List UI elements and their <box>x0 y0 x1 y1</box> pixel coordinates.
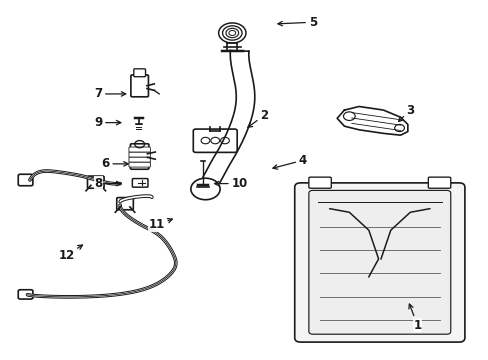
Text: 5: 5 <box>277 16 316 29</box>
FancyBboxPatch shape <box>294 183 464 342</box>
Text: 3: 3 <box>398 104 413 121</box>
Text: 6: 6 <box>101 157 128 170</box>
Text: 1: 1 <box>408 304 421 332</box>
FancyBboxPatch shape <box>131 75 148 97</box>
FancyBboxPatch shape <box>427 177 450 188</box>
FancyBboxPatch shape <box>134 69 145 77</box>
Text: 12: 12 <box>58 245 82 262</box>
FancyBboxPatch shape <box>308 190 450 334</box>
Text: 9: 9 <box>94 116 121 129</box>
FancyBboxPatch shape <box>129 162 150 167</box>
FancyBboxPatch shape <box>129 147 150 152</box>
Text: 11: 11 <box>148 218 172 231</box>
Text: 4: 4 <box>272 154 306 169</box>
FancyBboxPatch shape <box>18 174 33 186</box>
FancyBboxPatch shape <box>130 144 149 169</box>
FancyBboxPatch shape <box>129 152 150 157</box>
FancyBboxPatch shape <box>308 177 330 188</box>
Text: 10: 10 <box>214 177 247 190</box>
FancyBboxPatch shape <box>87 176 104 188</box>
FancyBboxPatch shape <box>132 179 148 187</box>
FancyBboxPatch shape <box>18 290 33 299</box>
FancyBboxPatch shape <box>129 157 150 162</box>
FancyBboxPatch shape <box>117 198 133 210</box>
Text: 7: 7 <box>94 87 125 100</box>
FancyBboxPatch shape <box>193 129 237 152</box>
Text: 2: 2 <box>247 109 267 127</box>
Text: 8: 8 <box>94 177 121 190</box>
